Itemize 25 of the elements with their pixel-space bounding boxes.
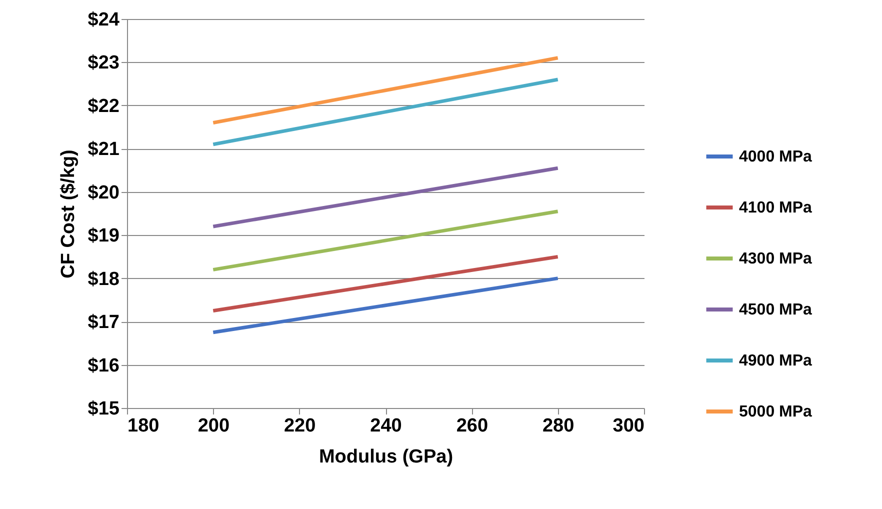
x-tick-label: 200 <box>198 416 230 436</box>
x-tick-label: 260 <box>456 416 488 436</box>
legend-label: 4000 MPa <box>739 148 812 166</box>
legend-label: 4900 MPa <box>739 352 812 370</box>
y-tick-label: $22 <box>88 96 120 117</box>
legend-label: 4100 MPa <box>739 200 812 216</box>
x-axis-title: Modulus (GPa) <box>318 446 454 468</box>
legend-label: 4500 MPa <box>739 302 812 318</box>
y-axis-title: CF Cost ($/kg) <box>58 150 79 278</box>
y-tick-label: $20 <box>88 182 120 204</box>
x-tick-label: 180 <box>128 416 160 436</box>
legend-label: 5000 MPa <box>739 404 812 420</box>
y-tick-label: $17 <box>88 312 120 334</box>
legend-label: 4300 MPa <box>739 250 812 268</box>
x-tick-label: 300 <box>612 416 644 436</box>
y-tick-label: $23 <box>88 52 120 74</box>
y-tick-label: $24 <box>88 10 120 30</box>
y-tick-label: $19 <box>88 226 120 247</box>
y-tick-label: $15 <box>88 398 120 420</box>
x-tick-label: 240 <box>370 416 402 436</box>
y-tick-label: $21 <box>88 139 120 160</box>
x-tick-label: 220 <box>284 416 316 436</box>
y-tick-label: $16 <box>88 355 120 376</box>
y-tick-label: $18 <box>88 268 120 290</box>
x-tick-label: 280 <box>542 416 574 436</box>
